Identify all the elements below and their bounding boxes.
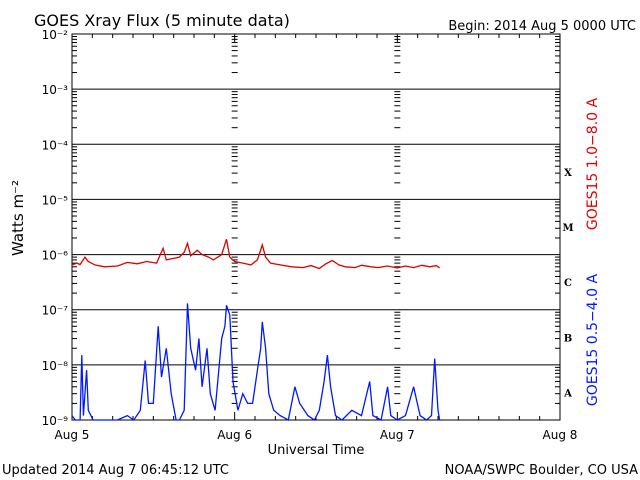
grid-lines [72,88,560,366]
y-tick-label: 10⁻⁸ [42,359,69,373]
flare-class-b: B [564,333,572,344]
series-line-long [71,239,440,270]
flare-class-a: A [563,388,572,399]
y-tick-label: 10⁻⁶ [42,249,69,263]
source-credit: NOAA/SWPC Boulder, CO USA [445,463,638,478]
y-tick-label: 10⁻⁴ [42,138,69,152]
y-axis-title: Watts m⁻² [9,180,27,256]
x-tick-label: Aug 7 [380,428,415,442]
x-tick-labels: Aug 5 Aug 6 Aug 7 Aug 8 [55,428,578,442]
y-tick-label: 10⁻⁹ [42,414,69,428]
plot-frame [71,33,561,421]
flare-class-x: X [564,168,572,179]
y-tick-label: 10⁻⁷ [42,304,69,318]
x-axis-title: Universal Time [268,443,365,458]
chart-title: GOES Xray Flux (5 minute data) [34,11,290,30]
legend-short-wavelength: GOES15 0.5−4.0 A [585,274,601,407]
flare-class-c: C [564,278,572,289]
legend-long-wavelength: GOES15 1.0−8.0 A [585,98,601,231]
flare-class-labels: X M C B A [562,168,573,400]
y-tick-label: 10⁻⁵ [42,193,69,207]
y-tick-labels: 10⁻² 10⁻³ 10⁻⁴ 10⁻⁵ 10⁻⁶ 10⁻⁷ 10⁻⁸ 10⁻⁹ [42,28,69,428]
y-tick-label: 10⁻³ [42,83,69,97]
series-line-short [71,303,441,421]
x-tick-label: Aug 5 [55,428,90,442]
x-tick-label: Aug 6 [217,428,252,442]
updated-timestamp: Updated 2014 Aug 7 06:45:12 UTC [2,463,229,478]
begin-label: Begin: 2014 Aug 5 0000 UTC [448,19,636,34]
y-tick-label: 10⁻² [42,28,69,42]
x-tick-label: Aug 8 [543,428,578,442]
tick-marks [71,34,561,420]
flare-class-m: M [562,223,573,234]
